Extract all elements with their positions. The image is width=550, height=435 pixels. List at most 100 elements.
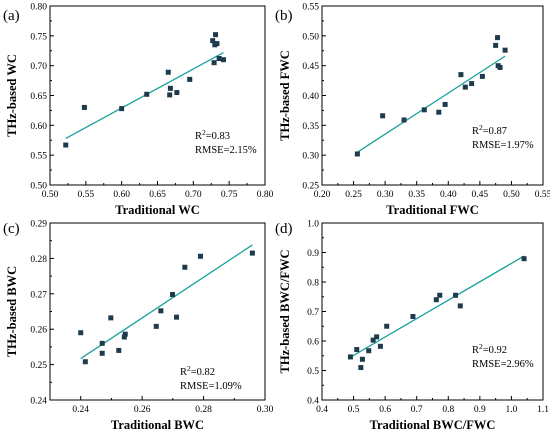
y-tick-label: 0.50 (302, 32, 319, 42)
data-point (210, 38, 216, 44)
data-point (82, 359, 88, 365)
data-point (63, 142, 69, 148)
data-point (458, 72, 464, 78)
y-tick-label: 0.55 (302, 3, 319, 13)
x-axis-title: Traditional WC (115, 203, 200, 217)
data-point (249, 250, 255, 256)
rmse-label: RMSE=1.09% (180, 381, 242, 392)
x-tick-label: 0.8 (442, 405, 454, 415)
y-tick-label: 1.0 (307, 220, 319, 230)
data-point (187, 76, 193, 82)
x-tick-label: 0.80 (257, 190, 274, 200)
x-tick-label: 0.70 (185, 190, 202, 200)
y-tick-label: 0.65 (30, 92, 47, 102)
x-tick-label: 0.65 (149, 190, 166, 200)
data-point (442, 101, 448, 107)
x-tick-label: 0.30 (257, 405, 274, 415)
data-point (167, 85, 173, 91)
data-point (165, 69, 171, 75)
data-point (401, 117, 407, 123)
x-tick-label: 0.50 (503, 190, 520, 200)
data-point (380, 113, 386, 119)
data-point (99, 340, 105, 346)
data-point (521, 256, 527, 262)
x-tick-label: 1.0 (505, 405, 517, 415)
y-axis-title: THz-based FWC (278, 50, 292, 141)
data-point (78, 330, 84, 336)
y-tick-label: 0.29 (30, 220, 47, 230)
data-point (153, 323, 159, 329)
data-point (158, 308, 164, 314)
data-point (370, 337, 376, 343)
data-point (384, 323, 390, 329)
data-point (453, 292, 459, 298)
data-point (214, 41, 220, 47)
data-point (174, 314, 180, 320)
x-tick-label: 1.1 (537, 405, 549, 415)
x-tick-label: 0.5 (348, 405, 360, 415)
x-tick-label: 0.50 (42, 190, 59, 200)
data-point (469, 81, 475, 87)
x-tick-label: 0.6 (379, 405, 391, 415)
chart-panel-3: 0.24 0.26 0.28 0.30 0.24 0.25 0.26 0.27 0.28 0.29… (3, 220, 274, 433)
rmse-label: RMSE=1.97% (472, 140, 534, 151)
data-point (358, 365, 364, 371)
y-tick-label: 0.26 (30, 326, 47, 336)
data-point (495, 35, 501, 41)
data-point (347, 354, 353, 360)
y-tick-label: 0.9 (307, 249, 319, 259)
data-point (182, 264, 188, 270)
x-axis-title: Traditional BWC (111, 418, 204, 432)
fit-line (80, 244, 253, 360)
data-point (174, 90, 180, 96)
x-tick-label: 0.40 (440, 190, 457, 200)
data-point (99, 350, 105, 356)
x-axis-title: Traditional BWC/FWC (370, 418, 496, 432)
y-tick-label: 0.35 (302, 122, 319, 132)
r-squared-label: R2=0.82 (180, 364, 215, 378)
x-tick-label: 0.7 (411, 405, 423, 415)
data-point (220, 57, 226, 63)
chart-panel-2: 0.20 0.25 0.30 0.35 0.40 0.45 0.50 0.550.250.30… (275, 3, 550, 218)
data-point (502, 47, 508, 53)
x-tick-label: 0.24 (72, 405, 89, 415)
fit-line (357, 55, 506, 153)
data-point (116, 347, 122, 353)
data-point (354, 347, 360, 353)
x-tick-label: 0.55 (78, 190, 95, 200)
data-point (213, 32, 219, 38)
plot-frame (49, 5, 266, 186)
x-tick-label: 0.55 (535, 190, 550, 200)
rmse-label: RMSE=2.15% (195, 145, 257, 156)
data-point (437, 292, 443, 298)
y-tick-label: 0.25 (30, 361, 47, 371)
panel-label: (d) (275, 221, 293, 237)
data-point (497, 64, 503, 70)
y-tick-label: 0.8 (307, 279, 319, 289)
x-tick-label: 0.45 (472, 190, 489, 200)
y-tick-label: 0.40 (302, 92, 319, 102)
data-point (198, 253, 203, 259)
r-squared-label: R2=0.92 (472, 342, 507, 356)
x-axis-title: Traditional FWC (386, 203, 478, 217)
y-tick-label: 0.75 (30, 32, 47, 42)
data-point (421, 107, 427, 113)
y-tick-label: 0.7 (307, 308, 319, 318)
data-point (374, 334, 380, 340)
data-point (167, 92, 173, 98)
rmse-label: RMSE=2.96% (472, 359, 534, 370)
x-tick-label: 0.75 (221, 190, 238, 200)
r-squared-label: R2=0.83 (195, 128, 230, 142)
panel-label: (a) (3, 8, 20, 24)
y-tick-label: 0.25 (302, 182, 319, 192)
y-tick-label: 0.24 (30, 397, 47, 407)
data-point (377, 343, 383, 349)
data-point (493, 42, 499, 48)
data-point (122, 331, 128, 337)
y-tick-label: 0.5 (307, 367, 319, 377)
y-tick-label: 0.6 (307, 338, 319, 348)
chart-panel-4: 0.4 0.5 0.6 0.7 0.8 0.9 1.0 1.1 0.4 0.5 0.6 0.7 0.8 0… (275, 220, 549, 433)
y-axis-title: THz-based WC (5, 54, 19, 137)
data-point (433, 297, 439, 303)
